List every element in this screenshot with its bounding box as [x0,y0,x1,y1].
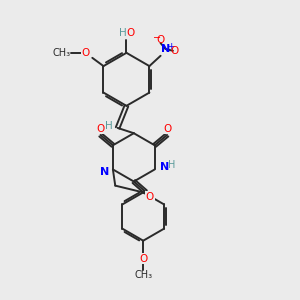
Text: O: O [81,48,89,58]
Text: O: O [126,28,134,38]
Text: O: O [163,124,171,134]
Text: O: O [170,46,178,56]
Text: +: + [167,42,175,51]
Text: N: N [161,44,170,54]
Text: O: O [157,35,165,45]
Text: N: N [160,162,169,172]
Text: −: − [153,33,161,43]
Text: N: N [100,167,109,177]
Text: CH₃: CH₃ [134,270,152,280]
Text: CH₃: CH₃ [52,48,71,58]
Text: H: H [106,122,113,131]
Text: O: O [139,254,147,264]
Text: H: H [168,160,175,170]
Text: H: H [119,28,127,38]
Text: O: O [146,192,154,202]
Text: O: O [96,124,105,134]
